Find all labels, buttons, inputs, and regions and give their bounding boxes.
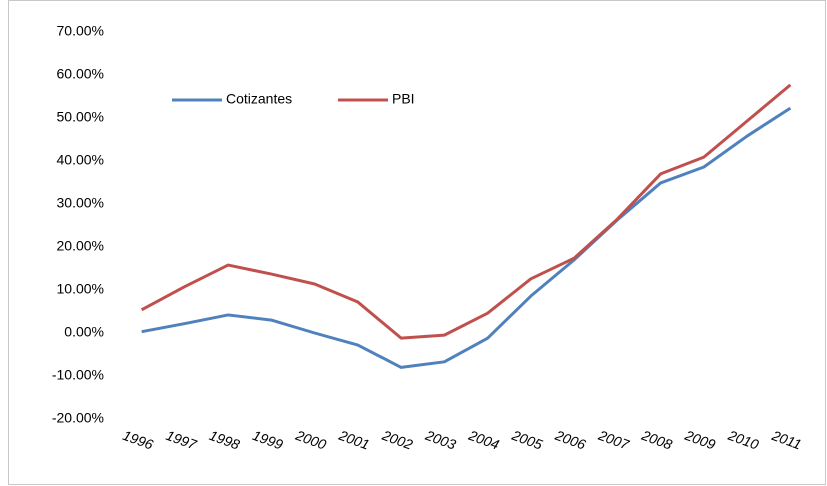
y-tick-label: 10.00%	[57, 281, 104, 297]
x-tick-label: 2002	[379, 427, 415, 453]
y-tick-label: -10.00%	[52, 367, 104, 383]
y-tick-label: 60.00%	[57, 66, 104, 82]
y-tick-label: 0.00%	[64, 324, 104, 340]
x-tick-label: 2004	[466, 427, 502, 453]
y-tick-label: -20.00%	[52, 410, 104, 426]
legend-label: PBI	[392, 91, 415, 107]
x-tick-label: 2011	[769, 427, 804, 453]
x-tick-label: 2005	[509, 427, 545, 453]
x-tick-label: 1998	[207, 427, 242, 453]
x-tick-label: 1997	[164, 427, 200, 453]
x-tick-label: 2008	[639, 427, 675, 453]
x-tick-label: 2009	[682, 427, 718, 453]
y-tick-label: 30.00%	[57, 195, 104, 211]
x-tick-label: 2001	[336, 427, 372, 453]
series-line	[140, 83, 792, 340]
x-tick-label: 1996	[121, 427, 156, 453]
x-tick-label: 2003	[423, 427, 459, 453]
y-tick-label: 40.00%	[57, 152, 104, 168]
y-tick-label: 50.00%	[57, 109, 104, 125]
x-tick-label: 2006	[552, 427, 588, 453]
x-tick-label: 2000	[293, 427, 329, 453]
chart-frame	[8, 0, 826, 485]
series-line	[141, 106, 792, 369]
y-tick-label: 20.00%	[57, 238, 104, 254]
x-tick-label: 1999	[250, 427, 285, 453]
x-tick-label: 2010	[725, 427, 761, 453]
x-tick-label: 2007	[596, 427, 633, 453]
legend-label: Cotizantes	[226, 91, 292, 107]
y-tick-label: 70.00%	[57, 23, 104, 39]
